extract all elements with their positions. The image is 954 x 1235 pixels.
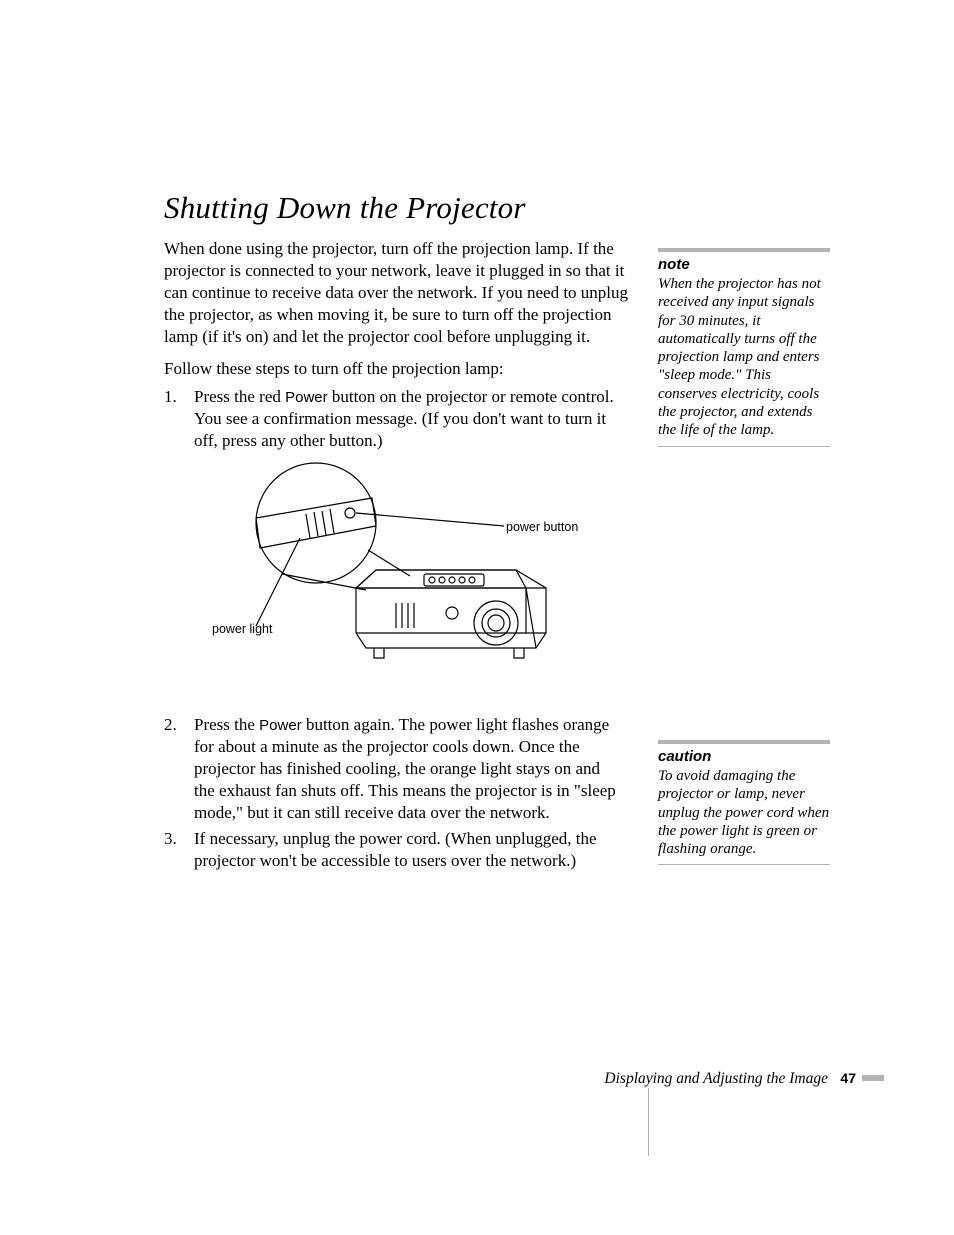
rule	[658, 740, 830, 744]
projector-illustration	[196, 458, 626, 696]
text-run: If necessary, unplug the power cord. (Wh…	[194, 829, 597, 870]
step-number: 2.	[164, 714, 194, 736]
sidebar-note: note When the projector has not received…	[658, 248, 830, 447]
power-label: Power	[285, 389, 328, 406]
step-1: 1.Press the red Power button on the proj…	[164, 386, 634, 452]
footer-section-title: Displaying and Adjusting the Image	[604, 1070, 828, 1088]
projector-figure: power button power light	[196, 458, 626, 696]
step-2: 2.Press the Power button again. The powe…	[164, 714, 634, 824]
step-3: 3.If necessary, unplug the power cord. (…	[164, 828, 634, 872]
caution-title: caution	[658, 748, 830, 765]
step-number: 1.	[164, 386, 194, 408]
rule	[658, 446, 830, 447]
figure-label-power-button: power button	[506, 520, 578, 534]
step-number: 3.	[164, 828, 194, 850]
note-title: note	[658, 256, 830, 273]
intro-paragraph: When done using the projector, turn off …	[164, 238, 629, 348]
step-text: If necessary, unplug the power cord. (Wh…	[194, 828, 624, 872]
page: Shutting Down the Projector When done us…	[0, 0, 954, 1235]
footer-page-number: 47	[840, 1070, 856, 1086]
follow-paragraph: Follow these steps to turn off the proje…	[164, 358, 629, 380]
caution-body: To avoid damaging the projector or lamp,…	[658, 767, 830, 858]
step-text: Press the red Power button on the projec…	[194, 386, 624, 452]
figure-label-power-light: power light	[212, 622, 272, 636]
rule	[658, 864, 830, 865]
note-body: When the projector has not received any …	[658, 275, 830, 440]
sidebar-caution: caution To avoid damaging the projector …	[658, 740, 830, 865]
footer-vertical-rule	[648, 1088, 649, 1156]
rule	[658, 248, 830, 252]
power-label: Power	[259, 717, 302, 734]
text-run: Press the red	[194, 387, 285, 406]
step-text: Press the Power button again. The power …	[194, 714, 624, 824]
text-run: Press the	[194, 715, 259, 734]
section-heading: Shutting Down the Projector	[164, 190, 526, 226]
footer-accent-bar	[862, 1075, 884, 1081]
